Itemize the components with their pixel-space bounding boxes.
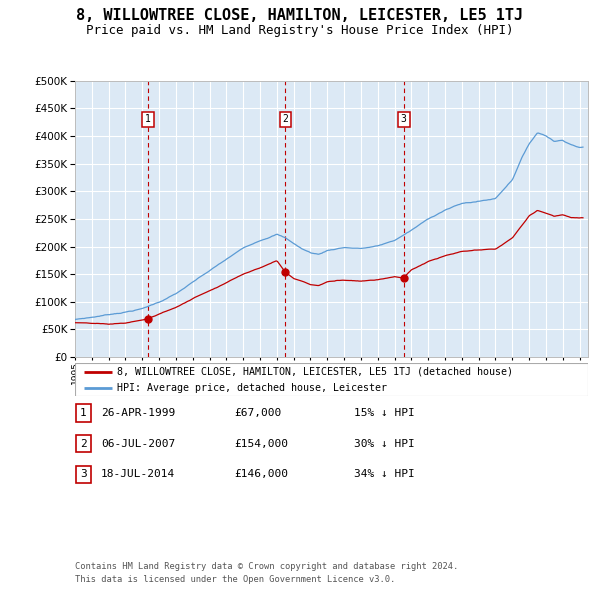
Text: £154,000: £154,000 [234, 439, 288, 448]
Text: 2: 2 [80, 439, 87, 448]
Text: 15% ↓ HPI: 15% ↓ HPI [354, 408, 415, 418]
FancyBboxPatch shape [76, 435, 91, 453]
Text: £67,000: £67,000 [234, 408, 281, 418]
Text: 26-APR-1999: 26-APR-1999 [101, 408, 175, 418]
FancyBboxPatch shape [76, 466, 91, 483]
Text: 30% ↓ HPI: 30% ↓ HPI [354, 439, 415, 448]
Text: 3: 3 [401, 114, 407, 124]
Text: Price paid vs. HM Land Registry's House Price Index (HPI): Price paid vs. HM Land Registry's House … [86, 24, 514, 37]
Text: 06-JUL-2007: 06-JUL-2007 [101, 439, 175, 448]
Text: This data is licensed under the Open Government Licence v3.0.: This data is licensed under the Open Gov… [75, 575, 395, 584]
Text: 8, WILLOWTREE CLOSE, HAMILTON, LEICESTER, LE5 1TJ (detached house): 8, WILLOWTREE CLOSE, HAMILTON, LEICESTER… [117, 366, 513, 376]
Text: 18-JUL-2014: 18-JUL-2014 [101, 470, 175, 479]
Text: 8, WILLOWTREE CLOSE, HAMILTON, LEICESTER, LE5 1TJ: 8, WILLOWTREE CLOSE, HAMILTON, LEICESTER… [76, 8, 524, 23]
FancyBboxPatch shape [76, 404, 91, 422]
Text: HPI: Average price, detached house, Leicester: HPI: Average price, detached house, Leic… [117, 383, 387, 393]
Text: Contains HM Land Registry data © Crown copyright and database right 2024.: Contains HM Land Registry data © Crown c… [75, 562, 458, 571]
Text: 1: 1 [145, 114, 151, 124]
Text: 1: 1 [80, 408, 87, 418]
Text: 2: 2 [283, 114, 289, 124]
Text: 34% ↓ HPI: 34% ↓ HPI [354, 470, 415, 479]
FancyBboxPatch shape [75, 363, 588, 396]
Text: £146,000: £146,000 [234, 470, 288, 479]
Text: 3: 3 [80, 470, 87, 479]
